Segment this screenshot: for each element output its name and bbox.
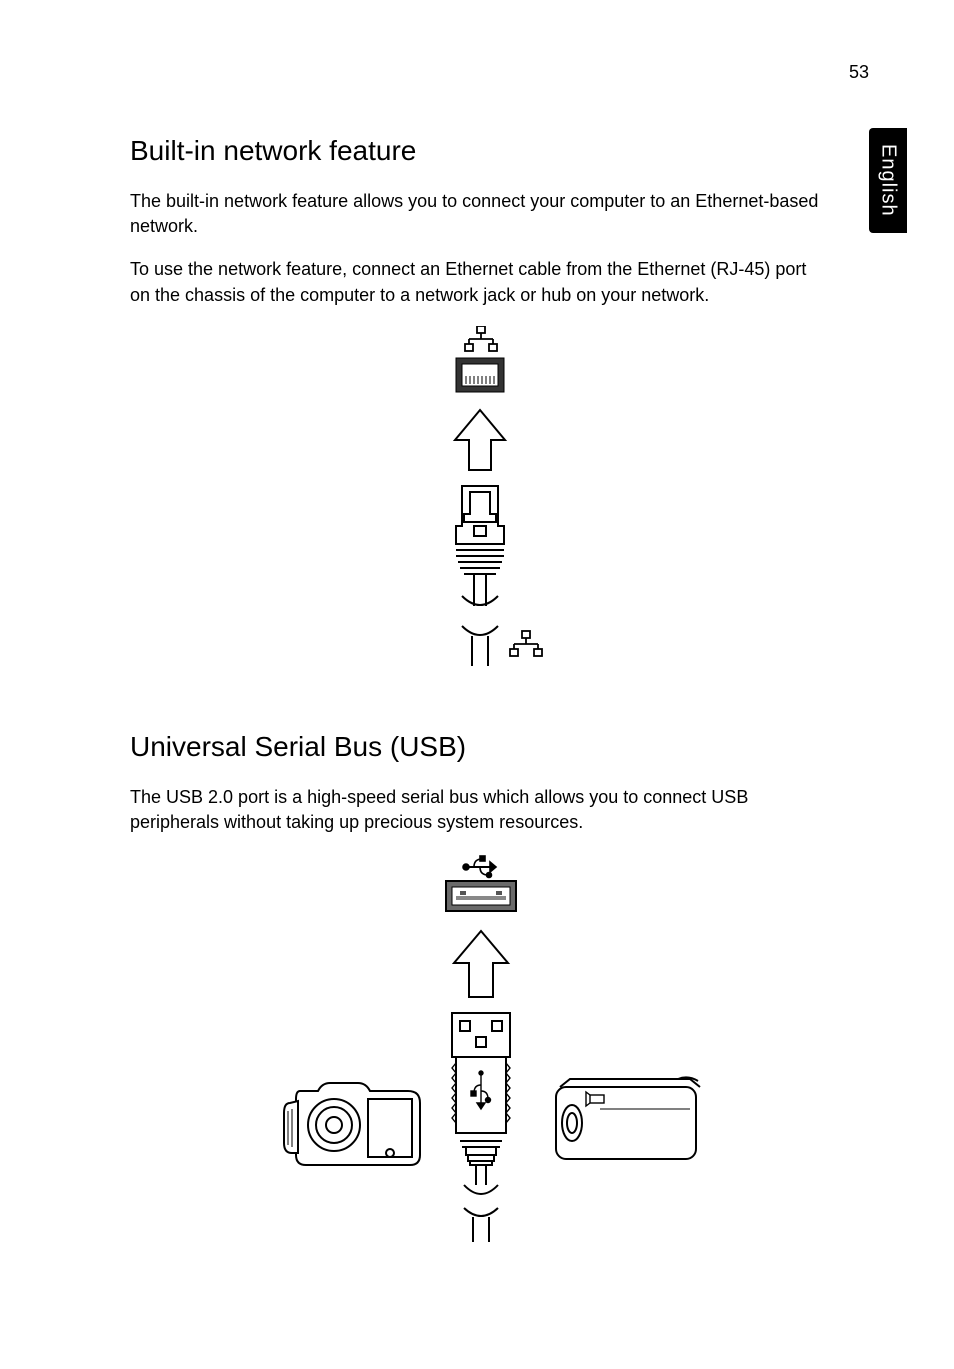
network-para-1: The built-in network feature allows you … (130, 189, 830, 239)
network-section-title: Built-in network feature (130, 135, 830, 167)
usb-para-1: The USB 2.0 port is a high-speed serial … (130, 785, 830, 835)
usb-section-title: Universal Serial Bus (USB) (130, 731, 830, 763)
network-para-2: To use the network feature, connect an E… (130, 257, 830, 307)
usb-figure (130, 853, 830, 1253)
language-tab: English (869, 128, 907, 233)
page-content: Built-in network feature The built-in ne… (130, 135, 830, 1298)
page-number: 53 (849, 62, 869, 83)
ethernet-diagram-icon (390, 326, 570, 686)
ethernet-figure (130, 326, 830, 686)
usb-diagram-icon (230, 853, 730, 1253)
language-tab-label: English (877, 144, 900, 217)
